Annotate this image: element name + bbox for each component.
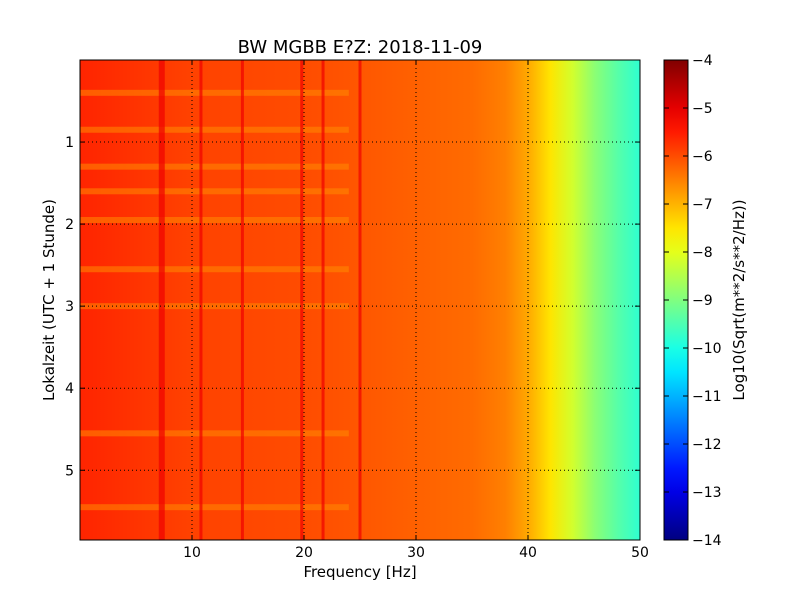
horizontal-band [80, 163, 349, 170]
colorbar-tick-label: −11 [692, 389, 722, 405]
plot-frame [79, 59, 641, 541]
colorbar-tick-label: −8 [692, 245, 713, 261]
x-axis: 10 20 30 40 50 [183, 60, 649, 561]
spectral-line [199, 60, 203, 540]
y-axis-label: Lokalzeit (UTC + 1 Stunde) [40, 199, 58, 401]
colorbar-tick-label: −6 [692, 149, 713, 165]
colorbar-tick-label: −14 [692, 533, 722, 549]
spectral-line [240, 60, 244, 540]
horizontal-band [80, 266, 349, 273]
colorbar-label: Log10(Sqrt(m**2/s**2/Hz)) [730, 199, 748, 400]
y-tick-label: 2 [65, 217, 74, 233]
x-tick-label: 20 [295, 545, 313, 561]
colorbar-tick-label: −10 [692, 341, 722, 357]
y-axis: 1 2 3 4 5 [65, 135, 640, 479]
colorbar: −4 −5 −6 −7 −8 −9 −10 −11 −12 −13 −14 Log10(Sqrt(m… [663, 53, 748, 549]
x-axis-label: Frequency [Hz] [303, 563, 416, 581]
grid-lines [80, 60, 640, 540]
horizontal-band [80, 126, 349, 133]
horizontal-band [80, 430, 349, 437]
y-tick-label: 4 [65, 381, 74, 397]
colorbar-tick-label: −9 [692, 293, 713, 309]
horizontal-band [80, 303, 349, 310]
spectrogram-plot-area [79, 59, 641, 541]
horizontal-band [80, 89, 349, 96]
colorbar-tick-label: −5 [692, 101, 713, 117]
y-tick-label: 1 [65, 135, 74, 151]
x-tick-label: 10 [183, 545, 201, 561]
colorbar-tick-label: −12 [692, 437, 722, 453]
spectral-line [300, 60, 304, 540]
colorbar-ticks: −4 −5 −6 −7 −8 −9 −10 −11 −12 −13 −14 [664, 53, 722, 549]
colorbar-tick-label: −13 [692, 485, 722, 501]
colorbar-tick-label: −4 [692, 53, 713, 69]
y-tick-label: 3 [65, 299, 74, 315]
x-tick-label: 30 [407, 545, 425, 561]
spectral-line [321, 60, 325, 540]
spectral-line [158, 60, 165, 540]
colorbar-tick-label: −7 [692, 197, 713, 213]
chart-title: BW MGBB E?Z: 2018-11-09 [238, 37, 483, 58]
horizontal-bands [80, 89, 349, 511]
horizontal-band [80, 504, 349, 511]
x-tick-label: 50 [631, 545, 649, 561]
spectral-line [358, 60, 362, 540]
horizontal-band [80, 217, 349, 223]
y-tick-label: 5 [65, 463, 74, 479]
x-tick-label: 40 [519, 545, 537, 561]
horizontal-band [80, 188, 349, 195]
vertical-spectral-lines [158, 60, 362, 540]
